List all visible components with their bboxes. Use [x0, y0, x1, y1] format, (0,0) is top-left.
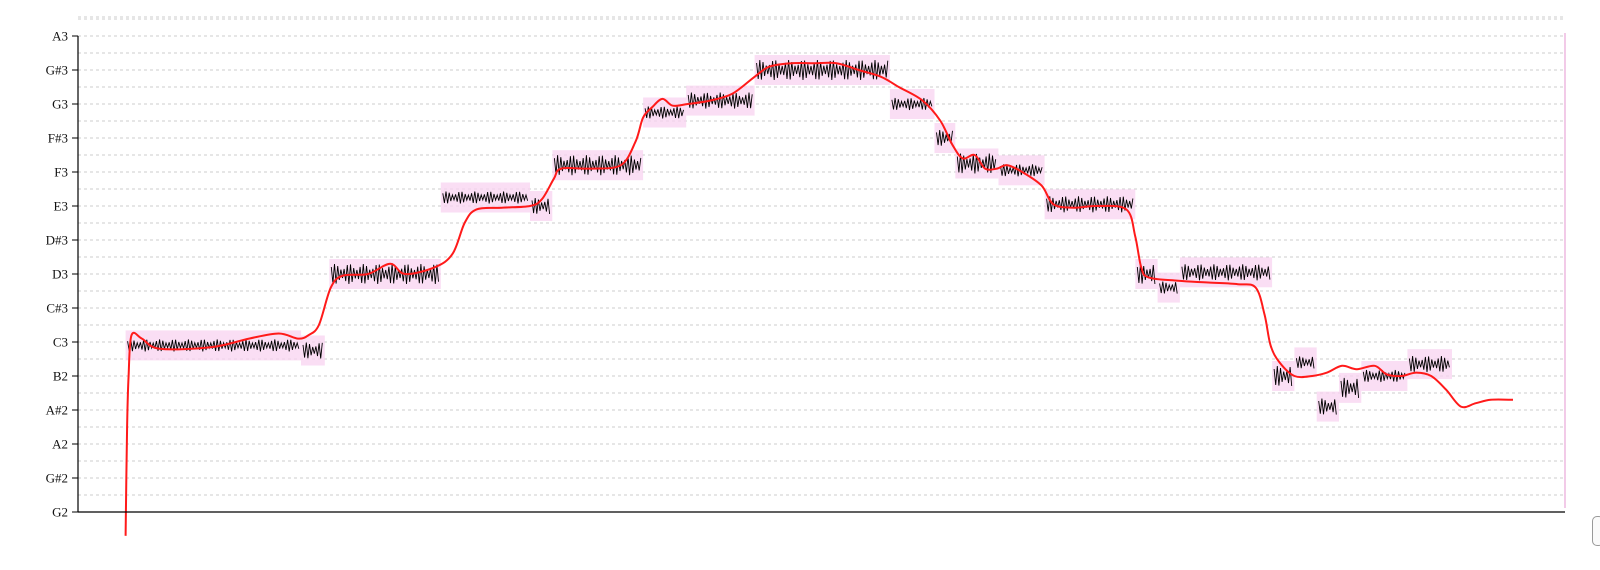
- y-tick-label: C#3: [46, 301, 68, 316]
- y-tick-label: F3: [54, 165, 68, 180]
- grid: [78, 16, 1566, 513]
- y-tick-label: C3: [53, 335, 68, 350]
- waveform-segment: [553, 155, 642, 176]
- waveform-segment: [302, 342, 323, 359]
- note-box: [955, 148, 999, 179]
- waveform-segment: [1362, 369, 1406, 383]
- waveform-segments: [127, 59, 1450, 415]
- note-box: [301, 335, 325, 366]
- pitch-curve: [124, 61, 1514, 536]
- waveform-segment: [756, 59, 889, 81]
- y-tick-label: G2: [52, 505, 68, 520]
- y-tick-label: A#2: [46, 403, 68, 418]
- waveform-segment: [127, 339, 300, 352]
- waveform-segment: [936, 129, 953, 146]
- y-tick-label: G3: [52, 97, 68, 112]
- waveform-segment: [1318, 398, 1337, 415]
- y-tick-label: F#3: [48, 131, 68, 146]
- y-tick-label: G#3: [46, 63, 68, 78]
- waveform-segment: [1000, 164, 1043, 177]
- y-tick-label: A2: [52, 437, 68, 452]
- y-tick-label: A3: [52, 29, 68, 44]
- note-box: [998, 155, 1045, 186]
- waveform-segment: [1273, 365, 1293, 387]
- waveform-segment: [1408, 356, 1450, 373]
- y-tick-label: B2: [53, 369, 68, 384]
- corner-scroll-handle[interactable]: [1592, 516, 1600, 546]
- waveform-segment: [956, 153, 997, 174]
- y-tick-label: D#3: [46, 233, 68, 248]
- y-tick-label: G#2: [46, 471, 68, 486]
- y-tick-label: E3: [54, 199, 68, 214]
- note-boxes: [125, 55, 1452, 422]
- pitch-curve-layer: [124, 61, 1514, 536]
- waveform-segment: [891, 97, 933, 111]
- waveform-segment: [1159, 281, 1178, 294]
- waveform-segment: [1046, 196, 1134, 213]
- waveform-segment: [531, 197, 551, 215]
- y-tick-label: D3: [52, 267, 68, 282]
- waveform-segment: [1295, 356, 1315, 369]
- note-box: [643, 97, 687, 128]
- waveform-segment: [1340, 377, 1360, 398]
- waveform-segment: [442, 191, 529, 204]
- waveform-segment: [1181, 264, 1271, 281]
- note-box: [754, 55, 890, 85]
- note-box: [686, 85, 755, 116]
- waveform-segment: [330, 263, 439, 285]
- axes: G2 G#2 A2 A#2 B2 C3 C#3 D3 D#3 E3 F3 F#3 G3 G#3 A3: [46, 29, 1565, 520]
